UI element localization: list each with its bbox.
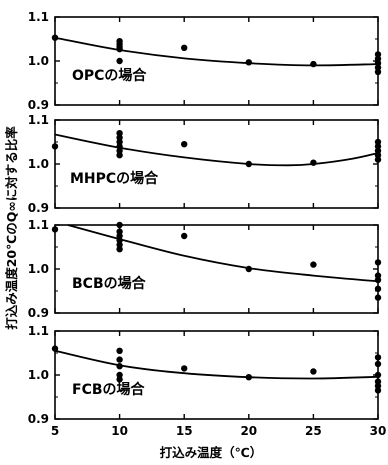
data-point <box>245 374 252 381</box>
data-point <box>51 34 59 41</box>
data-point <box>374 360 382 368</box>
y-tick-label: 1.1 <box>28 324 49 338</box>
data-point <box>374 147 382 154</box>
data-point <box>116 147 123 154</box>
x-tick-label: 5 <box>51 424 59 438</box>
data-point <box>374 60 382 67</box>
data-point <box>116 363 123 370</box>
data-point <box>116 152 123 159</box>
data-point <box>116 232 123 240</box>
data-point <box>116 376 123 383</box>
x-tick-label: 20 <box>240 424 257 438</box>
data-point <box>374 276 382 284</box>
chart-panels: 0.9 1.0 1.1 OPCの場合 0.9 1.0 1.1 MHPCの場合 0.9 1.0 1.1… <box>28 10 387 438</box>
fit-curve <box>54 36 379 67</box>
panel-label: FCBの場合 <box>72 381 146 398</box>
y-tick-label: 0.9 <box>28 98 49 112</box>
data-point <box>374 143 382 150</box>
data-point <box>116 347 123 354</box>
data-point <box>245 59 252 66</box>
data-point <box>374 382 382 390</box>
panel-4: 0.9 1.0 1.1 FCBの場合 <box>28 324 382 426</box>
y-tick-label: 1.0 <box>28 54 49 68</box>
panel-3: 0.9 1.0 1.1 BCBの場合 <box>28 218 382 320</box>
panel-label: BCBの場合 <box>72 275 147 292</box>
x-tick-label: 15 <box>176 424 193 438</box>
panel-2: 0.9 1.0 1.1 MHPCの場合 <box>28 113 382 215</box>
fit-curve <box>54 349 379 380</box>
data-point <box>374 259 382 266</box>
data-point <box>374 152 382 159</box>
data-point <box>374 68 382 76</box>
x-tick-label: 10 <box>111 424 128 438</box>
data-point <box>116 356 123 363</box>
data-point <box>310 60 317 68</box>
data-point <box>116 371 123 379</box>
data-point <box>181 141 188 148</box>
data-point <box>310 368 317 375</box>
y-tick-label: 0.9 <box>28 306 49 320</box>
data-point <box>116 45 123 53</box>
y-tick-label: 0.9 <box>28 412 49 426</box>
data-point <box>245 160 252 168</box>
data-point <box>116 57 123 65</box>
fit-curve <box>67 224 379 283</box>
data-point <box>116 228 123 235</box>
data-point <box>374 285 382 292</box>
data-point <box>374 378 382 385</box>
data-point <box>374 138 382 146</box>
y-tick-label: 1.1 <box>28 10 49 24</box>
data-point <box>51 143 59 150</box>
data-point <box>310 261 317 268</box>
data-point <box>374 51 382 58</box>
data-point <box>374 354 382 361</box>
data-point <box>374 55 382 62</box>
data-point <box>374 64 382 71</box>
x-axis-title: 打込み温度（℃） <box>160 445 263 460</box>
panel-label: OPCの場合 <box>72 67 147 84</box>
y-tick-label: 1.0 <box>28 368 49 382</box>
data-point <box>116 143 123 150</box>
y-tick-label: 1.0 <box>28 262 49 276</box>
data-point <box>245 265 252 273</box>
panel-label: MHPCの場合 <box>70 170 159 187</box>
y-axis-title: 打込み温度20℃のQ∞に対する比率 <box>4 126 19 330</box>
data-point <box>181 232 188 240</box>
panel-1: 0.9 1.0 1.1 OPCの場合 <box>28 10 382 112</box>
data-point <box>181 44 188 51</box>
data-point <box>116 246 123 253</box>
data-point <box>181 365 188 372</box>
data-point <box>374 371 382 379</box>
data-point <box>116 138 123 146</box>
data-point <box>374 387 382 394</box>
data-point <box>374 294 382 301</box>
data-point <box>116 134 123 141</box>
panel-frame <box>54 224 379 314</box>
panel-frame <box>54 119 379 209</box>
data-point <box>116 221 123 229</box>
x-tick-label: 30 <box>370 424 387 438</box>
y-tick-label: 1.1 <box>28 218 49 232</box>
data-point <box>51 345 59 352</box>
y-tick-label: 0.9 <box>28 201 49 215</box>
data-point <box>51 226 59 233</box>
x-tick-label: 25 <box>305 424 322 438</box>
data-point <box>374 156 382 163</box>
data-point <box>116 241 123 248</box>
y-tick-label: 1.0 <box>28 157 49 171</box>
fit-curve <box>54 133 379 167</box>
y-tick-label: 1.1 <box>28 113 49 127</box>
data-point <box>116 237 123 244</box>
data-point <box>116 130 123 137</box>
data-point <box>310 159 317 166</box>
data-point <box>374 272 382 279</box>
